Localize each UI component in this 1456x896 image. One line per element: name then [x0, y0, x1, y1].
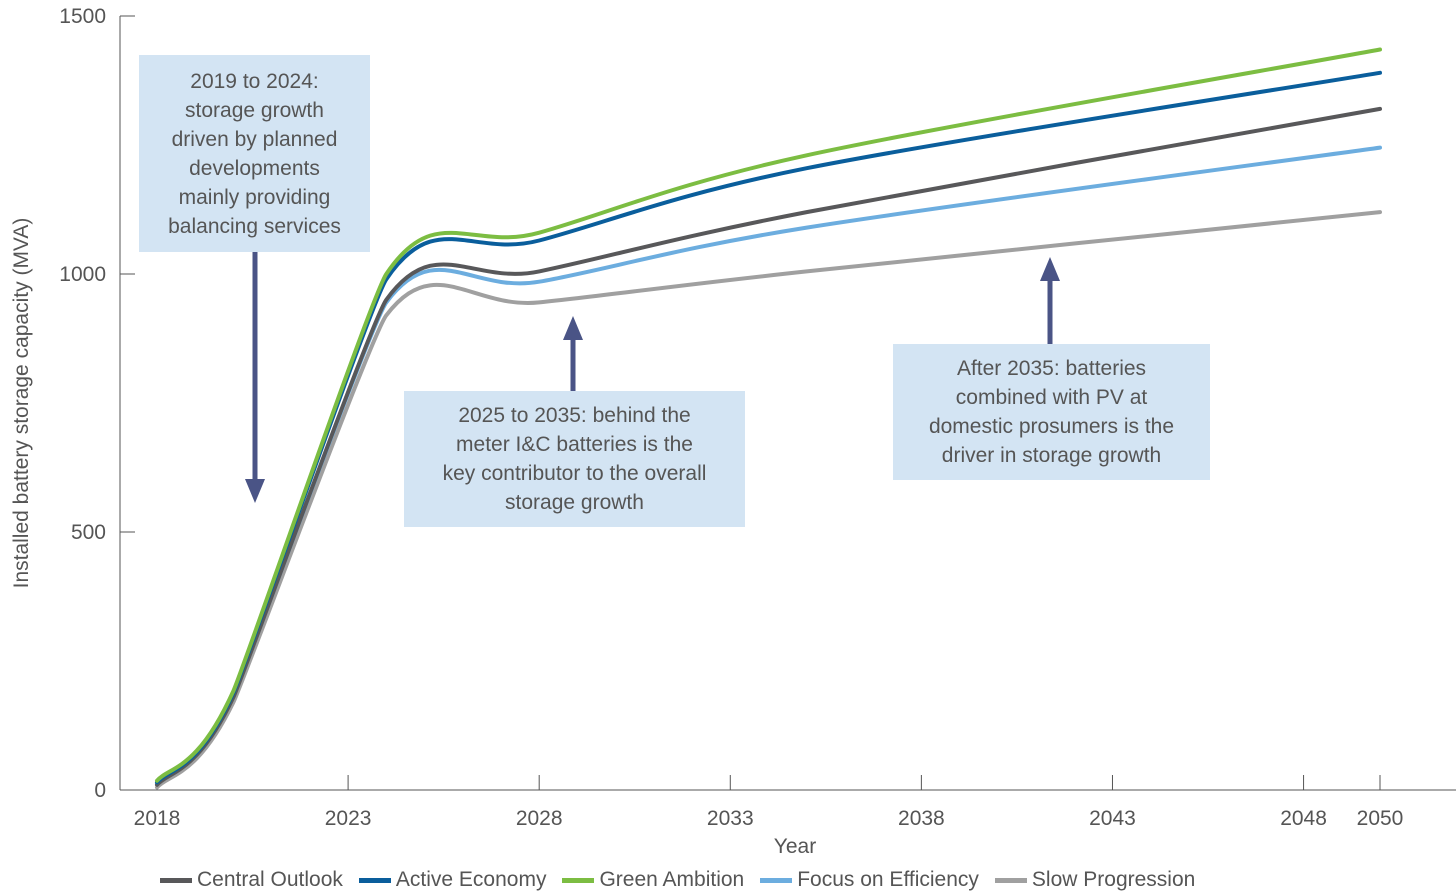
- series-line-green-ambition: [155, 47, 1382, 783]
- y-tick-label: 1000: [59, 263, 106, 286]
- legend: Central Outlook Active Economy Green Amb…: [160, 865, 1211, 895]
- annotation-arrows: [245, 252, 1060, 503]
- legend-label: Active Economy: [395, 868, 547, 891]
- x-tick-label: 2038: [898, 807, 945, 830]
- legend-label: Focus on Efficiency: [797, 868, 979, 891]
- arrow-up-icon: [563, 316, 583, 391]
- legend-label: Central Outlook: [197, 868, 343, 891]
- arrow-up-icon: [1040, 257, 1060, 344]
- legend-item-active-economy: Active Economy: [358, 868, 547, 892]
- legend-swatch: [562, 877, 595, 883]
- x-tick-label: 2048: [1280, 807, 1327, 830]
- legend-swatch: [358, 877, 391, 883]
- x-tick-label: 2050: [1357, 807, 1404, 830]
- legend-swatch: [760, 877, 793, 883]
- series-lines: [155, 47, 1382, 790]
- axes: [119, 16, 1456, 791]
- legend-item-green-ambition: Green Ambition: [562, 868, 744, 892]
- legend-item-slow-progression: Slow Progression: [994, 868, 1196, 892]
- x-tick-label: 2018: [134, 807, 181, 830]
- legend-swatch: [994, 877, 1027, 883]
- y-tick-label: 1500: [59, 5, 106, 28]
- legend-item-central-outlook: Central Outlook: [160, 868, 343, 892]
- arrow-down-icon: [245, 252, 265, 503]
- legend-swatch: [160, 877, 192, 883]
- x-tick-label: 2033: [707, 807, 754, 830]
- y-axis-ticks: 0 500 1000 1500: [59, 5, 135, 802]
- arrow-head: [245, 479, 265, 503]
- legend-item-focus-on-efficiency: Focus on Efficiency: [760, 868, 979, 892]
- legend-label: Slow Progression: [1031, 868, 1196, 891]
- legend-label: Green Ambition: [599, 868, 745, 891]
- annotation-2019-2024: 2019 to 2024: storage growth driven by p…: [139, 55, 370, 252]
- x-tick-label: 2043: [1089, 807, 1136, 830]
- annotation-2025-2035: 2025 to 2035: behind the meter I&C batte…: [404, 391, 745, 527]
- x-axis-ticks: 2018 2023 2028 2033 2038 2043 2048 2050: [134, 775, 1404, 830]
- series-line-slow-progression: [155, 210, 1382, 790]
- x-axis-label: Year: [774, 835, 816, 858]
- arrow-head: [1040, 257, 1060, 281]
- x-tick-label: 2028: [516, 807, 563, 830]
- annotation-after-2035: After 2035: batteries combined with PV a…: [893, 344, 1210, 480]
- y-axis-label: Installed battery storage capacity (MVA): [10, 218, 33, 589]
- x-tick-label: 2023: [325, 807, 372, 830]
- arrow-head: [563, 316, 583, 340]
- y-tick-label: 500: [71, 521, 106, 544]
- y-tick-label: 0: [94, 779, 106, 802]
